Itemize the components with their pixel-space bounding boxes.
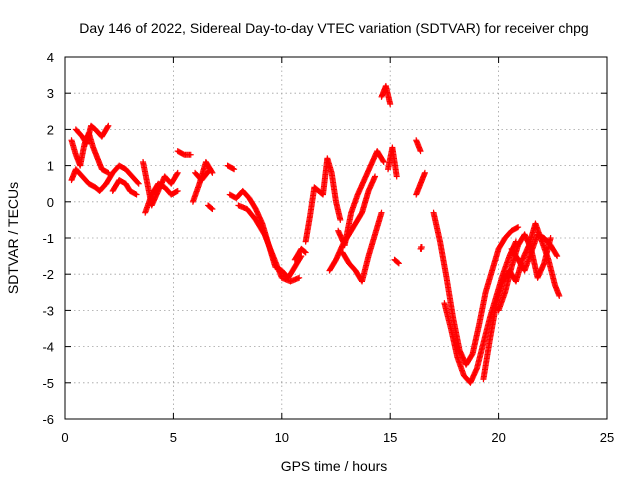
data-point xyxy=(378,209,385,216)
y-tick-label: 2 xyxy=(47,122,54,137)
y-tick-label: -1 xyxy=(42,231,54,246)
data-point xyxy=(380,158,387,165)
data-point xyxy=(187,151,194,158)
y-tick-label: 3 xyxy=(47,86,54,101)
data-point xyxy=(133,191,140,198)
x-axis-label: GPS time / hours xyxy=(281,458,388,474)
y-axis-label: SDTVAR / TECUs xyxy=(5,182,21,294)
data-point xyxy=(302,249,309,256)
x-tick-label: 10 xyxy=(275,430,289,445)
x-tick-label: 25 xyxy=(600,430,614,445)
data-point xyxy=(174,169,181,176)
data-point xyxy=(417,148,424,155)
data-point xyxy=(556,292,563,299)
data-point xyxy=(301,248,308,255)
data-point xyxy=(380,157,387,164)
data-point xyxy=(547,235,554,241)
data-point xyxy=(206,167,213,174)
data-point xyxy=(337,216,344,223)
tick-layer: 0 5 10 15 20 25 -6 -5 -4 -3 -2 -1 0 1 2 3 4 xyxy=(42,50,614,445)
data-point xyxy=(418,244,425,251)
y-tick-label: -4 xyxy=(42,340,54,355)
x-tick-label: 20 xyxy=(491,430,505,445)
data-point xyxy=(132,190,139,197)
plot-frame xyxy=(64,56,608,420)
y-tick-label: -3 xyxy=(42,303,54,318)
data-point xyxy=(135,180,142,187)
data-point xyxy=(387,101,394,108)
y-tick-label: 4 xyxy=(47,50,54,65)
y-tick-label: -2 xyxy=(42,267,54,282)
y-tick-label: -5 xyxy=(42,376,54,391)
data-point xyxy=(208,205,215,212)
data-point xyxy=(395,260,402,267)
data-point xyxy=(230,165,237,172)
data-point xyxy=(104,169,111,176)
y-tick-label: -6 xyxy=(42,412,54,427)
data-point xyxy=(395,259,402,266)
data-point xyxy=(174,170,181,177)
data-point xyxy=(393,173,400,180)
data-point xyxy=(515,224,522,231)
data-point xyxy=(173,188,180,195)
data-point xyxy=(372,173,379,180)
data-point xyxy=(296,274,303,281)
data-points xyxy=(68,82,563,386)
x-tick-label: 15 xyxy=(383,430,397,445)
x-tick-label: 0 xyxy=(61,430,68,445)
y-tick-label: 1 xyxy=(47,159,54,174)
y-tick-label: 0 xyxy=(47,195,54,210)
data-point xyxy=(209,206,216,213)
data-point xyxy=(554,253,561,260)
data-point xyxy=(231,166,238,173)
data-point xyxy=(514,224,521,231)
data-point xyxy=(207,166,214,173)
data-point xyxy=(174,187,181,194)
data-point xyxy=(421,169,428,176)
data-point xyxy=(134,179,141,186)
data-point xyxy=(105,122,112,129)
x-tick-label: 5 xyxy=(170,430,177,445)
data-point xyxy=(104,123,111,130)
data-point xyxy=(553,252,560,259)
chart-title: Day 146 of 2022, Sidereal Day-to-day VTE… xyxy=(79,20,588,36)
